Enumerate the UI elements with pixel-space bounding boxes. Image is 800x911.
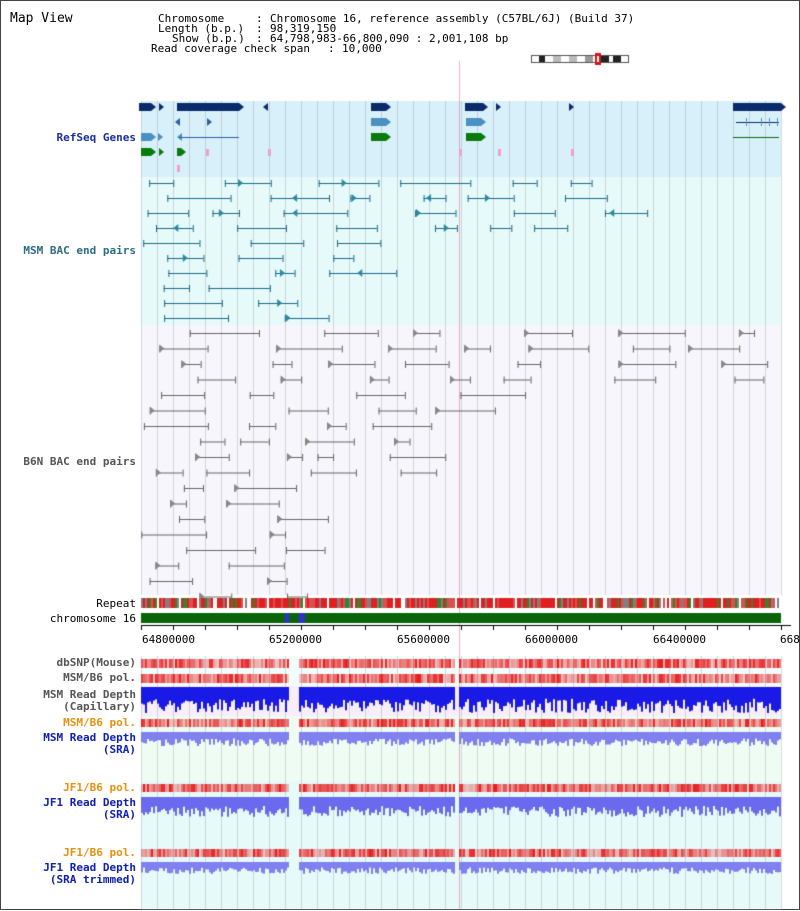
chromosome-key: Chromosome [158,12,225,25]
coverage-colon: : [328,42,335,55]
track-label-jf1-b6-pol-2[interactable]: JF1/B6 pol. [63,846,136,859]
show-key: Show (b.p.) [172,32,245,45]
axis-tick-label: 66400000 [653,633,706,646]
track-label-msm-read-depth-sra[interactable]: MSM Read Depth [43,731,136,744]
track-label-msm-read-depth-capillary-sub: (Capillary) [63,700,136,713]
axis-tick-label: 64800000 [142,633,195,646]
axis-tick-label: 66000000 [525,633,578,646]
coverage-value: 10,000 [342,42,382,55]
track-label-refseq-genes[interactable]: RefSeq Genes [56,131,136,144]
track-label-jf1-read-depth-trimmed-sub: (SRA trimmed) [49,873,136,886]
coverage-key: Read coverage check span [151,42,310,55]
track-label-chromosome: chromosome 16 [49,612,136,625]
track-label-dbsnp[interactable]: dbSNP(Mouse) [56,656,136,669]
track-label-jf1-read-depth-sra-sub: (SRA) [102,808,136,821]
chromosome-colon: : [256,12,263,25]
axis-tick-label: 668 [780,633,800,646]
axis-tick-label: 65200000 [269,633,322,646]
length-value: 98,319,150 [270,22,337,35]
length-key: Length (b.p.) [158,22,245,35]
chromosome-value: Chromosome 16, reference assembly (C57BL… [270,12,635,25]
map-view-title: Map View [10,11,73,26]
track-label-msm-read-depth-capillary[interactable]: MSM Read Depth [43,688,136,701]
track-label-msm-read-depth-sra-sub: (SRA) [102,743,136,756]
show-value: 64,798,983-66,800,090 : 2,001,108 bp [270,32,509,45]
show-colon: : [256,32,263,45]
track-label-jf1-b6-pol-1[interactable]: JF1/B6 pol. [63,781,136,794]
track-label-msm-bac-end-pairs[interactable]: MSM BAC end pairs [23,244,136,257]
axis-tick-label: 65600000 [397,633,450,646]
track-label-msm-b6-pol-2[interactable]: MSM/B6 pol. [63,716,136,729]
track-label-jf1-read-depth-sra[interactable]: JF1 Read Depth [43,796,136,809]
track-label-msm-b6-pol-1[interactable]: MSM/B6 pol. [63,671,136,684]
track-label-repeat: Repeat [96,597,136,610]
track-label-jf1-read-depth-trimmed[interactable]: JF1 Read Depth [43,861,136,874]
track-label-b6n-bac-end-pairs[interactable]: B6N BAC end pairs [23,455,136,468]
length-colon: : [256,22,263,35]
